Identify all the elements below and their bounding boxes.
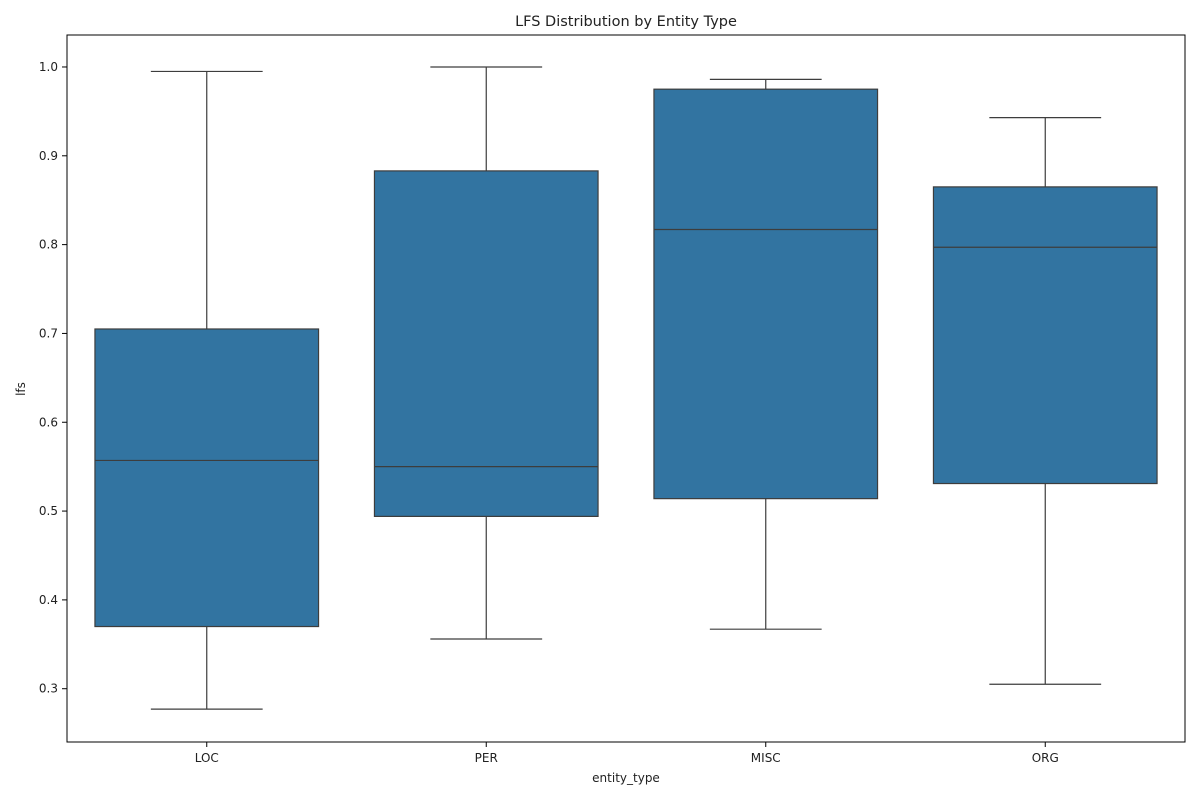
- y-tick-label: 0.8: [39, 238, 58, 252]
- x-tick-label: ORG: [1032, 751, 1059, 765]
- box-loc: [94, 70, 320, 710]
- y-axis-label: lfs: [14, 382, 28, 396]
- box-per: [373, 66, 599, 640]
- box-iqr: [932, 186, 1158, 485]
- x-axis-label: entity_type: [592, 771, 660, 785]
- box-org: [932, 117, 1158, 685]
- y-tick-label: 0.5: [39, 504, 58, 518]
- box-iqr: [94, 328, 320, 628]
- y-tick-label: 0.7: [39, 326, 58, 340]
- box-iqr: [373, 170, 599, 517]
- y-tick-label: 0.9: [39, 149, 58, 163]
- box-misc: [653, 78, 879, 630]
- x-tick-label: PER: [475, 751, 498, 765]
- x-tick-label: LOC: [195, 751, 219, 765]
- chart-title: LFS Distribution by Entity Type: [515, 14, 737, 30]
- y-axis: 0.3 0.4 0.5 0.6 0.7 0.8 0.9 1.0: [39, 60, 67, 696]
- plot-frame: [66, 34, 1186, 743]
- x-axis: LOC PER MISC ORG: [195, 742, 1059, 765]
- y-tick-label: 0.4: [39, 593, 58, 607]
- plot-area: [66, 34, 1186, 743]
- x-tick-label: MISC: [751, 751, 781, 765]
- y-tick-label: 0.3: [39, 682, 58, 696]
- y-tick-label: 0.6: [39, 415, 58, 429]
- box-iqr: [653, 88, 879, 500]
- y-tick-label: 1.0: [39, 60, 58, 74]
